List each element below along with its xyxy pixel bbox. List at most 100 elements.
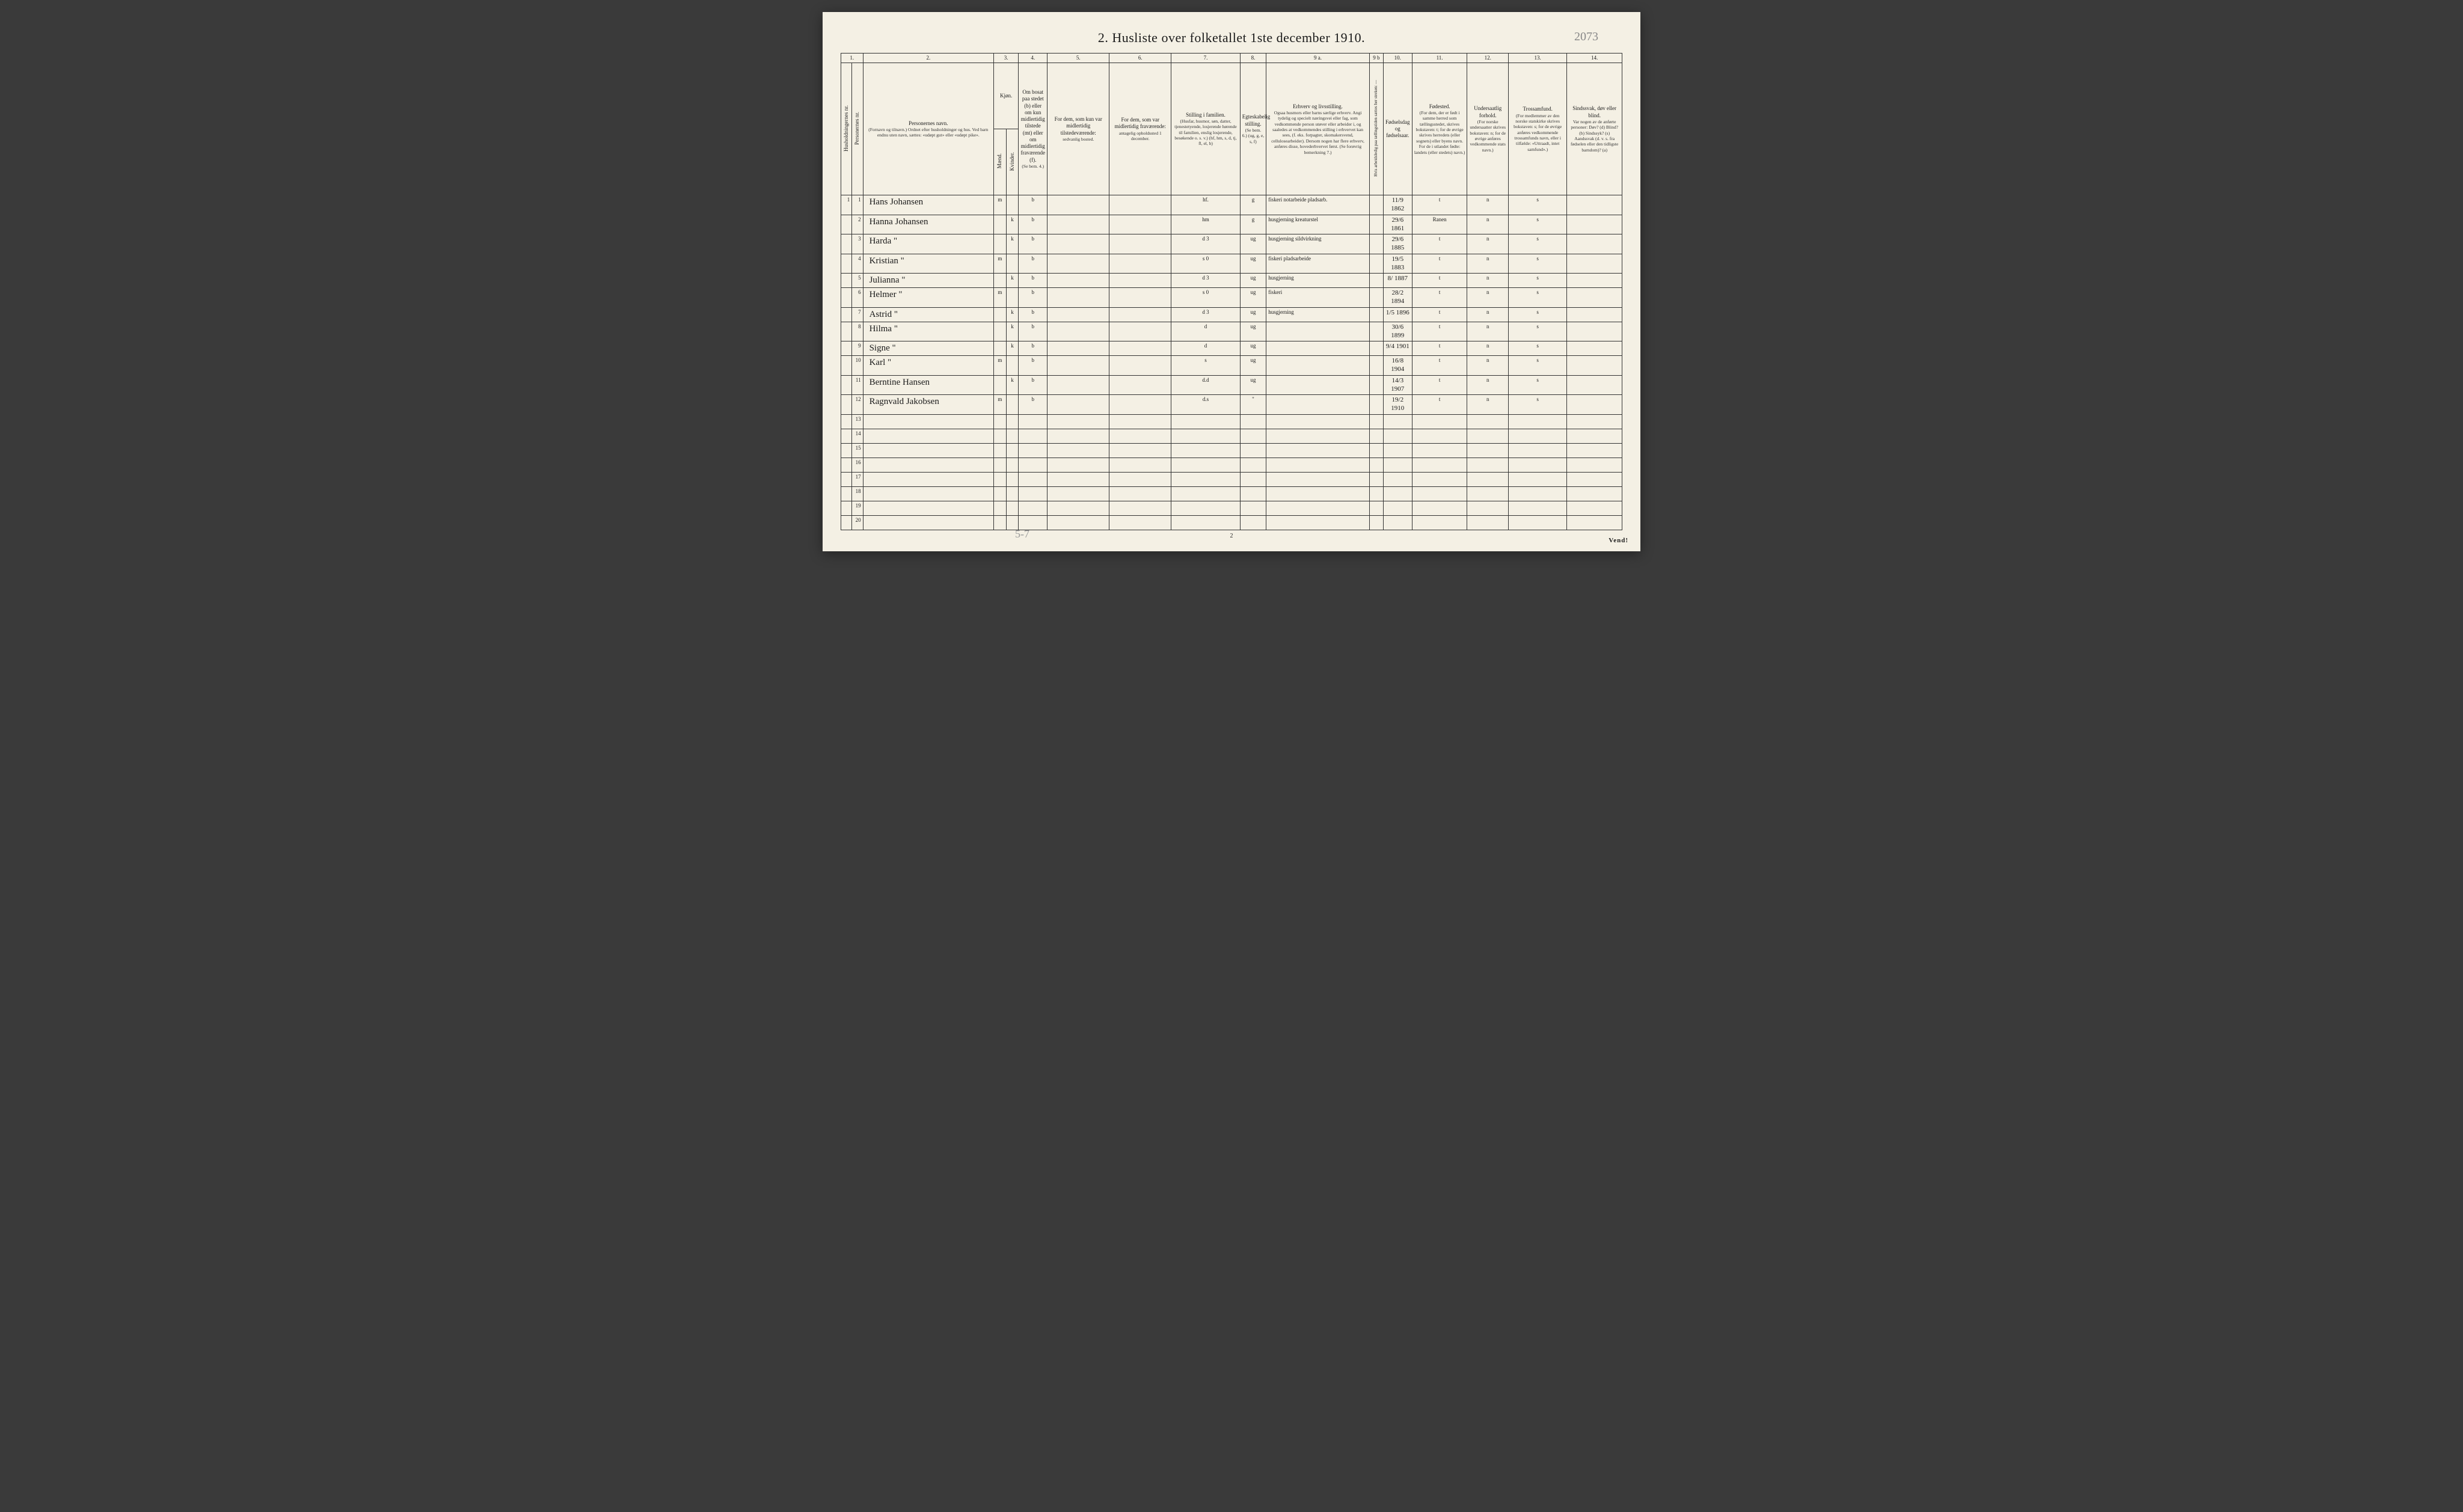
cell-egte: " [1240, 395, 1266, 415]
table-row: 19 [841, 501, 1622, 515]
cell-empty [1467, 414, 1509, 429]
table-row: 11Hans Johansenmbhf.gfiskeri notarbeide … [841, 195, 1622, 215]
cell-pnr: 3 [852, 234, 863, 254]
cell-empty [1567, 515, 1622, 530]
cell-fdag: 19/5 1883 [1383, 254, 1412, 274]
cell-name: Hilma " [863, 322, 993, 341]
cell-under: n [1467, 307, 1509, 322]
cell-hnr [841, 395, 852, 415]
cell-empty [1412, 501, 1467, 515]
cell-egte: g [1240, 195, 1266, 215]
cell-empty [1509, 515, 1567, 530]
cell-empty [863, 501, 993, 515]
cell-tros: s [1509, 234, 1567, 254]
cell-hnr [841, 501, 852, 515]
cell-k [1006, 254, 1019, 274]
cell-empty [1567, 458, 1622, 472]
cell-empty [1171, 501, 1240, 515]
cell-fam: s 0 [1171, 288, 1240, 308]
cell-empty [1047, 486, 1109, 501]
cell-empty [1006, 414, 1019, 429]
cell-empty [1266, 501, 1370, 515]
cell-empty [994, 472, 1007, 486]
cell-egte: ug [1240, 307, 1266, 322]
cell-egte: ug [1240, 274, 1266, 288]
cell-bosat: b [1019, 215, 1047, 234]
cell-hnr [841, 254, 852, 274]
cell-fsted: t [1412, 234, 1467, 254]
cell-pnr: 20 [852, 515, 863, 530]
cell-frav [1109, 341, 1171, 356]
cell-frav [1109, 234, 1171, 254]
cell-under: n [1467, 288, 1509, 308]
cell-empty [1240, 429, 1266, 443]
cell-hnr [841, 458, 852, 472]
cell-pnr: 13 [852, 414, 863, 429]
cell-erhverv [1266, 375, 1370, 395]
cell-empty [1509, 429, 1567, 443]
cell-frav [1109, 274, 1171, 288]
cell-fsted: t [1412, 375, 1467, 395]
table-row: 20 [841, 515, 1622, 530]
cell-empty [1240, 443, 1266, 458]
cell-empty [1369, 429, 1383, 443]
cell-under: n [1467, 274, 1509, 288]
cell-hnr [841, 414, 852, 429]
cell-empty [1019, 458, 1047, 472]
cell-sind [1567, 288, 1622, 308]
cell-fam: d [1171, 341, 1240, 356]
cell-sedv [1047, 215, 1109, 234]
vend-label: Vend! [1609, 537, 1628, 544]
cell-empty [1369, 501, 1383, 515]
cell-sedv [1047, 195, 1109, 215]
cell-empty [1383, 429, 1412, 443]
cell-empty [1006, 443, 1019, 458]
cell-empty [1019, 486, 1047, 501]
cell-fdag: 14/3 1907 [1383, 375, 1412, 395]
cell-empty [1109, 443, 1171, 458]
cell-egte: ug [1240, 254, 1266, 274]
cell-9b [1369, 254, 1383, 274]
cell-empty [1467, 458, 1509, 472]
cell-empty [1383, 515, 1412, 530]
cell-empty [1509, 501, 1567, 515]
cell-empty [1383, 414, 1412, 429]
cell-k: k [1006, 375, 1019, 395]
cell-empty [1509, 443, 1567, 458]
cell-empty [1006, 472, 1019, 486]
cell-bosat: b [1019, 254, 1047, 274]
cell-empty [1019, 429, 1047, 443]
cell-empty [1467, 472, 1509, 486]
cell-fdag: 19/2 1910 [1383, 395, 1412, 415]
cell-pnr: 14 [852, 429, 863, 443]
table-row: 5Julianna "kbd 3ughusgjerning8/ 1887tns [841, 274, 1622, 288]
colnum-5: 5. [1047, 54, 1109, 63]
cell-frav [1109, 254, 1171, 274]
cell-hnr [841, 443, 852, 458]
cell-tros: s [1509, 215, 1567, 234]
cell-egte: ug [1240, 288, 1266, 308]
colnum-11: 11. [1412, 54, 1467, 63]
colnum-12: 12. [1467, 54, 1509, 63]
cell-empty [1412, 458, 1467, 472]
cell-empty [1567, 501, 1622, 515]
cell-empty [1467, 443, 1509, 458]
table-row: 8Hilma "kbdug30/6 1899tns [841, 322, 1622, 341]
cell-empty [1171, 458, 1240, 472]
cell-fam: d.d [1171, 375, 1240, 395]
cell-fsted: Ranen [1412, 215, 1467, 234]
head-name: Personernes navn. (Fornavn og tilnavn.) … [863, 63, 993, 195]
cell-empty [1266, 486, 1370, 501]
cell-erhverv: husgjerning sildvirkning [1266, 234, 1370, 254]
table-body: 11Hans Johansenmbhf.gfiskeri notarbeide … [841, 195, 1622, 530]
cell-bosat: b [1019, 356, 1047, 376]
cell-empty [1019, 472, 1047, 486]
cell-pnr: 12 [852, 395, 863, 415]
cell-empty [994, 429, 1007, 443]
cell-pnr: 2 [852, 215, 863, 234]
cell-empty [1567, 429, 1622, 443]
cell-under: n [1467, 234, 1509, 254]
cell-frav [1109, 375, 1171, 395]
cell-tros: s [1509, 307, 1567, 322]
cell-k [1006, 356, 1019, 376]
